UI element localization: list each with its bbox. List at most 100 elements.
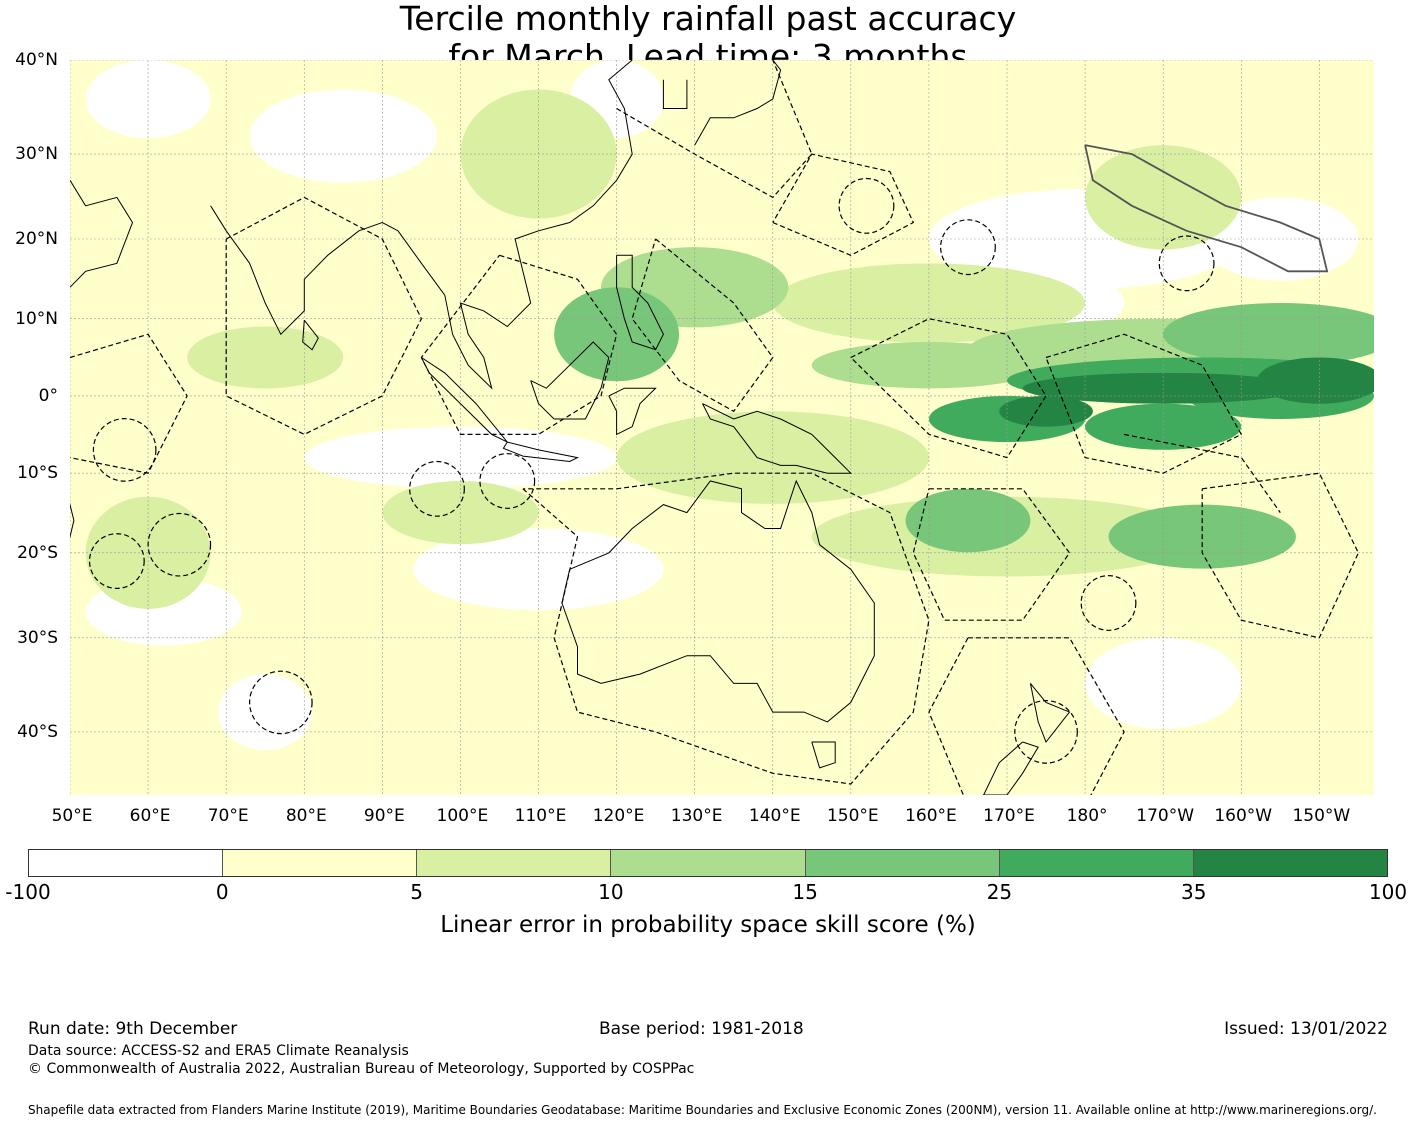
- longitude-label: 170°W: [1136, 806, 1195, 826]
- colorbar-tick-label: 35: [1180, 880, 1207, 904]
- coastline: [608, 387, 657, 436]
- map-canvas: [70, 60, 1374, 795]
- colorbar-tick-label: 5: [410, 880, 423, 904]
- latitude-label: 40°S: [17, 721, 58, 742]
- longitude-label: 100°E: [436, 806, 489, 826]
- longitude-label: 80°E: [285, 806, 327, 826]
- data-source: Data source: ACCESS-S2 and ERA5 Climate …: [28, 1043, 409, 1059]
- skill-patch: [905, 488, 1031, 553]
- eez-island-boundary: [940, 219, 996, 276]
- longitude-label: 70°E: [207, 806, 249, 826]
- skill-patch: [772, 263, 1086, 343]
- coastline: [561, 479, 875, 723]
- colorbar-label: Linear error in probability space skill …: [440, 912, 976, 938]
- skill-patch: [1202, 197, 1359, 281]
- map-gridlines: [70, 60, 1374, 795]
- longitude-label: 50°E: [51, 806, 93, 826]
- latitude-label: 0°: [38, 385, 58, 406]
- coastline: [210, 205, 399, 336]
- longitude-label: 160°W: [1214, 806, 1273, 826]
- skill-patch: [999, 395, 1093, 427]
- coastline: [302, 319, 319, 351]
- eez-island-boundary: [479, 453, 536, 509]
- colorbar-tick-label: 25: [986, 880, 1013, 904]
- colorbar-segment: [805, 850, 1000, 876]
- shapefile-credit: Shapefile data extracted from Flanders M…: [28, 1103, 1377, 1117]
- coastline: [616, 254, 664, 351]
- latitude-label: 40°N: [15, 50, 58, 70]
- eez-island-boundary: [88, 533, 145, 589]
- eez-boundary: [1045, 333, 1243, 474]
- coastline: [420, 357, 508, 443]
- latitude-label: 10°N: [15, 308, 58, 329]
- colorbar-segment: [223, 850, 418, 876]
- issued-date: Issued: 13/01/2022: [1224, 1019, 1388, 1039]
- colorbar-segment: [611, 850, 806, 876]
- eez-boundary: [522, 472, 930, 785]
- eez-boundary: [850, 318, 1047, 459]
- skill-patch: [554, 287, 680, 382]
- eez-island-boundary: [92, 418, 157, 482]
- eez-boundary: [70, 333, 188, 474]
- longitude-label: 150°E: [826, 806, 879, 826]
- eez-boundary: [225, 196, 423, 436]
- latitude-label: 20°N: [15, 229, 58, 249]
- eez-island-boundary: [1080, 575, 1137, 631]
- highlighted-region-outline: [1084, 144, 1329, 273]
- longitude-label: 60°E: [129, 806, 171, 826]
- coastline: [530, 341, 610, 420]
- coastline: [811, 741, 836, 769]
- colorbar-segment: [999, 850, 1194, 876]
- coastline: [70, 180, 134, 288]
- longitude-label: 140°E: [748, 806, 801, 826]
- skill-patch: [249, 89, 437, 183]
- coastline: [702, 403, 853, 474]
- skill-patch: [218, 674, 313, 751]
- colorbar-segment: [1193, 850, 1387, 876]
- skill-patch: [1256, 357, 1374, 404]
- eez-island-boundary: [409, 460, 465, 517]
- longitude-label: 90°E: [363, 806, 405, 826]
- eez-island-boundary: [248, 670, 313, 735]
- longitude-label: 110°E: [514, 806, 567, 826]
- coastline: [397, 60, 633, 390]
- latitude-label: 30°N: [15, 144, 58, 165]
- longitude-label: 130°E: [670, 806, 723, 826]
- colorbar-tick-label: 15: [792, 880, 818, 904]
- skill-patch: [85, 60, 211, 139]
- colorbar-tick-label: 0: [215, 880, 229, 904]
- latitude-label: 10°S: [17, 463, 58, 484]
- eez-island-boundary: [147, 512, 212, 577]
- latitude-label: 20°S: [17, 542, 58, 563]
- colorbar-segment: [417, 850, 612, 876]
- latitude-label: 30°S: [17, 627, 58, 648]
- eez-island-boundary: [838, 177, 895, 234]
- coastline: [694, 60, 782, 146]
- longitude-label: 180°: [1066, 806, 1108, 826]
- map-title-line-1: Tercile monthly rainfall past accuracy: [399, 0, 1017, 38]
- coastline: [662, 79, 688, 109]
- run-date: Run date: 9th December: [28, 1019, 238, 1039]
- eez-island-boundary: [1158, 235, 1215, 292]
- coastline: [502, 441, 580, 463]
- highlighted-region: [1084, 144, 1329, 273]
- longitude-label: 120°E: [592, 806, 645, 826]
- map-panel: [70, 60, 1374, 795]
- coastlines: [70, 60, 1071, 795]
- longitude-label: 150°W: [1292, 806, 1351, 826]
- skill-score-field: [70, 60, 1374, 795]
- skill-patch: [187, 326, 344, 389]
- eez-boundary: [1123, 433, 1281, 513]
- longitude-label: 170°E: [983, 806, 1035, 826]
- longitude-label: 160°E: [905, 806, 957, 826]
- colorbar-segment: [29, 850, 224, 876]
- eez-boundary: [928, 637, 1125, 795]
- coastline: [1029, 683, 1071, 744]
- eez-island-boundary: [1014, 700, 1078, 764]
- skill-patch: [1085, 403, 1242, 450]
- eez-boundary: [1201, 472, 1360, 639]
- coastline: [983, 741, 1039, 795]
- eez-boundary: [616, 60, 813, 199]
- colorbar-tick-label: 10: [598, 880, 624, 904]
- base-period: Base period: 1981-2018: [599, 1019, 804, 1039]
